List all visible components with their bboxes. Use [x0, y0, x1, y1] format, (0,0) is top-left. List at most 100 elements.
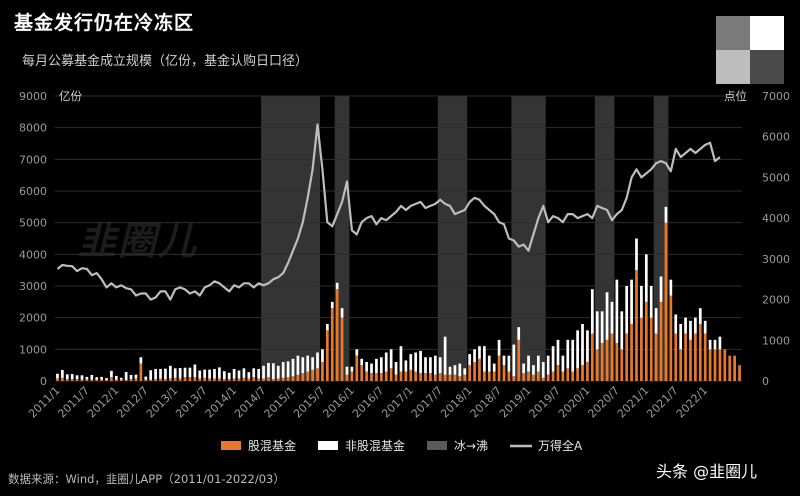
bar-mixed: [433, 374, 437, 381]
bar-mixed: [105, 380, 108, 381]
bar-mixed: [154, 379, 157, 381]
x-tick-label: 2019/7: [527, 384, 564, 421]
x-tick-label: 2016/1: [320, 384, 357, 421]
y-right-tick-label: 3000: [762, 253, 790, 266]
bar-nonmixed: [713, 339, 717, 350]
bar-nonmixed: [281, 362, 285, 378]
bar-nonmixed: [551, 346, 555, 372]
bar-mixed: [649, 317, 653, 381]
bar-nonmixed: [610, 301, 614, 334]
bar-nonmixed: [350, 366, 354, 372]
bar-mixed: [497, 355, 501, 381]
bar-nonmixed: [463, 368, 467, 375]
bar-nonmixed: [620, 311, 624, 350]
bar-nonmixed: [154, 368, 157, 380]
bar-nonmixed: [635, 238, 638, 271]
x-tick-label: 2018/1: [438, 384, 475, 421]
shaded-period-0: [261, 96, 320, 381]
bar-mixed: [605, 339, 609, 381]
bar-nonmixed: [649, 286, 653, 318]
bar-nonmixed: [605, 292, 609, 340]
bar-nonmixed: [502, 355, 506, 366]
bar-nonmixed: [595, 311, 599, 350]
bar-mixed: [600, 343, 604, 381]
bar-mixed: [546, 374, 550, 381]
bar-nonmixed: [311, 357, 314, 370]
bar-nonmixed: [615, 279, 619, 343]
bar-mixed: [129, 379, 133, 381]
bar-mixed: [306, 371, 310, 381]
legend-swatch-mixed: [221, 441, 241, 450]
bar-mixed: [139, 363, 143, 381]
bar-mixed: [183, 377, 187, 381]
bar-mixed: [340, 317, 344, 381]
bar-mixed: [335, 289, 339, 381]
bar-mixed: [635, 270, 638, 381]
bar-mixed: [487, 371, 491, 381]
bar-mixed: [242, 377, 246, 381]
x-tick-label: 2014/1: [203, 384, 240, 421]
x-tick-label: 2021/1: [615, 384, 652, 421]
bar-mixed: [409, 369, 413, 381]
bar-nonmixed: [453, 365, 457, 375]
bar-nonmixed: [70, 374, 74, 380]
bar-nonmixed: [105, 378, 108, 381]
x-tick-label: 2017/7: [409, 384, 446, 421]
bar-mixed: [291, 376, 295, 381]
shaded-period-3: [511, 96, 546, 381]
bar-nonmixed: [674, 314, 678, 334]
bar-mixed: [80, 379, 84, 381]
bar-mixed: [537, 371, 540, 381]
bar-mixed: [159, 378, 162, 381]
bar-mixed: [659, 301, 663, 381]
bar-nonmixed: [80, 375, 84, 380]
bar-mixed: [355, 355, 359, 381]
bar-nonmixed: [286, 361, 290, 378]
bar-nonmixed: [183, 367, 187, 378]
bar-nonmixed: [139, 357, 143, 364]
bar-mixed: [502, 365, 506, 381]
y-left-tick-label: 7000: [19, 153, 47, 166]
bar-mixed: [257, 378, 260, 381]
shaded-period-4: [594, 96, 615, 381]
bar-mixed: [610, 333, 614, 381]
bar-mixed: [669, 295, 673, 381]
x-tick-label: 2013/1: [144, 384, 181, 421]
bar-mixed: [218, 378, 221, 381]
bar-mixed: [551, 371, 555, 381]
x-tick-label: 2014/7: [232, 384, 269, 421]
bar-mixed: [620, 349, 624, 381]
legend-label-index: 万得全A: [538, 438, 583, 453]
bar-mixed: [483, 371, 486, 381]
bar-mixed: [149, 379, 153, 381]
bar-nonmixed: [95, 377, 99, 380]
bar-nonmixed: [640, 286, 643, 318]
bar-nonmixed: [159, 368, 162, 379]
legend-swatch-shade: [427, 441, 447, 450]
bar-mixed: [541, 377, 545, 381]
bar-mixed: [232, 378, 236, 381]
bar-nonmixed: [644, 254, 648, 302]
bar-mixed: [674, 333, 678, 381]
bar-nonmixed: [129, 374, 133, 380]
bar-mixed: [424, 373, 427, 381]
y-left-tick-label: 9000: [19, 90, 47, 103]
bar-nonmixed: [218, 367, 221, 379]
bar-mixed: [247, 378, 251, 381]
bar-mixed: [438, 373, 442, 381]
bar-nonmixed: [379, 357, 383, 374]
bar-nonmixed: [56, 373, 59, 379]
bar-mixed: [507, 371, 511, 381]
bar-nonmixed: [492, 363, 496, 372]
bar-nonmixed: [556, 339, 560, 366]
bar-nonmixed: [684, 317, 687, 334]
bar-nonmixed: [600, 311, 604, 343]
bar-nonmixed: [517, 327, 521, 340]
bar-mixed: [733, 355, 736, 381]
brand-logo: [716, 16, 784, 84]
y-left-tick-label: 4000: [19, 248, 47, 261]
bar-mixed: [708, 349, 712, 381]
bar-mixed: [713, 349, 717, 381]
bar-nonmixed: [522, 363, 525, 374]
bar-nonmixed: [335, 282, 339, 290]
